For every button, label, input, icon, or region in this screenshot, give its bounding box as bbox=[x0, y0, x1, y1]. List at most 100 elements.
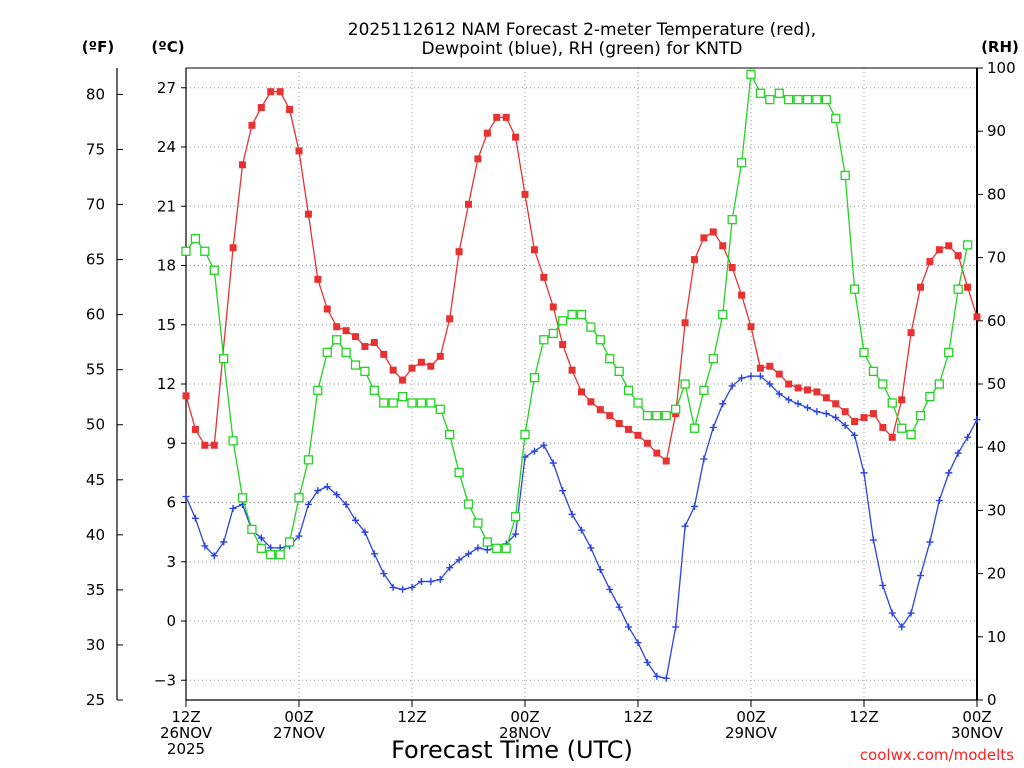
temperature-point bbox=[917, 283, 924, 291]
dewpoint-point bbox=[201, 542, 209, 550]
rh-point bbox=[652, 410, 662, 421]
dewpoint-point bbox=[559, 487, 567, 495]
dewpoint-point bbox=[813, 408, 821, 416]
temperature-point bbox=[248, 121, 256, 129]
rh-point bbox=[727, 215, 737, 225]
temperature-point bbox=[888, 433, 896, 441]
rh-point bbox=[944, 347, 954, 358]
rh-point bbox=[708, 354, 718, 364]
rh-point bbox=[661, 410, 671, 421]
dewpoint-point bbox=[709, 423, 717, 431]
x-tick-label: 27NOV bbox=[273, 724, 326, 742]
rh-tick-label: 70 bbox=[987, 249, 1006, 267]
dewpoint-point bbox=[568, 510, 576, 518]
temperature-point bbox=[794, 384, 802, 392]
rh-point bbox=[492, 543, 502, 553]
rh-point bbox=[313, 385, 323, 395]
temperature-point bbox=[851, 418, 859, 426]
dewpoint-point bbox=[860, 469, 868, 477]
dewpoint-point bbox=[229, 504, 237, 512]
dewpoint-point bbox=[455, 556, 463, 564]
temperature-point bbox=[399, 376, 407, 384]
rh-tick-label: 90 bbox=[987, 122, 1006, 140]
rh-point bbox=[718, 309, 728, 320]
dewpoint-point bbox=[672, 623, 680, 631]
rh-point bbox=[953, 284, 963, 294]
rh-point bbox=[934, 379, 944, 389]
credit-text: coolwx.com/modelts bbox=[860, 746, 1014, 764]
x-tick-label: 12Z bbox=[623, 708, 652, 726]
temperature-point bbox=[643, 439, 651, 447]
temperature-point bbox=[286, 105, 294, 113]
dewpoint-point bbox=[220, 538, 228, 546]
rh-point bbox=[303, 455, 314, 465]
temperature-point bbox=[455, 248, 463, 256]
dewpoint-point bbox=[295, 532, 303, 540]
rh-point bbox=[623, 385, 634, 395]
temperature-point bbox=[380, 350, 388, 358]
rh-point bbox=[379, 398, 389, 408]
rh-tick-label: 10 bbox=[987, 628, 1006, 646]
rh-point bbox=[454, 467, 464, 478]
dewpoint-point bbox=[483, 546, 491, 554]
temperature-point bbox=[257, 104, 265, 111]
temperature-point bbox=[945, 242, 953, 250]
dewpoint-point bbox=[474, 544, 482, 552]
rh-point bbox=[868, 366, 879, 377]
rh-point bbox=[284, 537, 295, 547]
dewpoint-point bbox=[954, 449, 962, 457]
temperature-point bbox=[596, 406, 604, 414]
fahrenheit-tick-label: 50 bbox=[86, 416, 105, 434]
rh-point bbox=[567, 309, 577, 320]
rh-point bbox=[774, 88, 784, 98]
fahrenheit-unit-label: (ºF) bbox=[82, 38, 114, 56]
temperature-point bbox=[295, 147, 303, 155]
x-tick-label: 00Z bbox=[284, 708, 313, 726]
celsius-tick-label: 15 bbox=[157, 316, 176, 334]
celsius-tick-label: 6 bbox=[166, 494, 176, 512]
temperature-point bbox=[587, 398, 595, 406]
temperature-point bbox=[304, 210, 312, 218]
temperature-point bbox=[276, 88, 284, 96]
dewpoint-point bbox=[964, 433, 972, 441]
temperature-point bbox=[606, 412, 614, 420]
temperature-point bbox=[182, 392, 190, 400]
temperature-point bbox=[804, 386, 811, 394]
rh-tick-label: 100 bbox=[987, 59, 1016, 77]
rh-tick-label: 40 bbox=[987, 438, 1006, 456]
dewpoint-point bbox=[691, 502, 698, 510]
dewpoint-point bbox=[775, 390, 783, 398]
fahrenheit-tick-label: 80 bbox=[86, 85, 105, 103]
temperature-point bbox=[766, 362, 774, 370]
rh-point bbox=[501, 543, 511, 553]
temperature-point bbox=[323, 305, 331, 313]
temperature-point bbox=[964, 283, 972, 291]
rh-point bbox=[755, 88, 766, 98]
temperature-point bbox=[954, 252, 962, 260]
rh-point bbox=[228, 436, 238, 446]
temperature-point bbox=[898, 396, 906, 404]
dewpoint-point bbox=[634, 639, 642, 647]
rh-point bbox=[369, 385, 379, 395]
rh-point bbox=[849, 284, 860, 294]
fahrenheit-tick-label: 25 bbox=[86, 691, 105, 709]
rh-point bbox=[350, 360, 361, 370]
temperature-point bbox=[935, 246, 943, 254]
dewpoint-point bbox=[728, 382, 736, 390]
temperature-point bbox=[493, 113, 501, 121]
rh-point bbox=[680, 379, 690, 389]
dewpoint-point bbox=[653, 672, 661, 680]
x-tick-label: 28NOV bbox=[499, 724, 552, 742]
rh-point bbox=[219, 354, 229, 364]
dewpoint-point bbox=[352, 516, 359, 524]
rh-tick-label: 80 bbox=[987, 185, 1006, 203]
temperature-point bbox=[210, 441, 218, 449]
temperature-point bbox=[559, 341, 567, 348]
temperature-point bbox=[926, 258, 934, 266]
chart-title: 2025112612 NAM Forecast 2-meter Temperat… bbox=[348, 20, 816, 40]
temperature-point bbox=[267, 88, 275, 96]
temperature-point bbox=[549, 303, 557, 311]
temperature-point bbox=[342, 327, 350, 335]
dewpoint-point bbox=[643, 658, 651, 666]
